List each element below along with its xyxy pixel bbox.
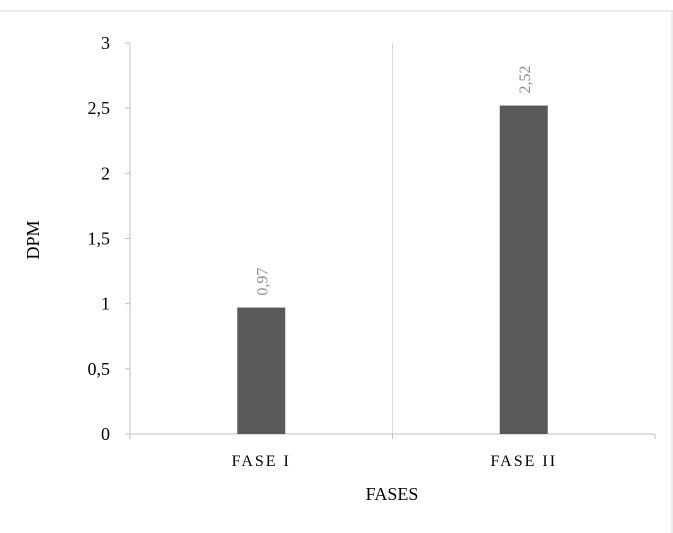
x-tick-label: FASE I — [232, 453, 291, 470]
y-tick-label: 2 — [101, 163, 110, 183]
bar — [237, 307, 286, 434]
bar-layer — [237, 105, 548, 434]
y-tick-label: 3 — [101, 33, 110, 53]
y-axis-title: DPM — [23, 220, 43, 259]
axis-layer: 0 0,5 1 1,5 2 2,5 3 — [88, 33, 656, 444]
bar — [499, 105, 548, 434]
data-label: 2,52 — [517, 66, 534, 94]
x-tick-label: FASE II — [490, 453, 557, 470]
label-layer: FASE I 0,97 FASE II 2,52 — [232, 66, 557, 470]
data-label: 0,97 — [254, 268, 271, 296]
y-tick-label: 0 — [101, 424, 110, 444]
y-tick-label: 2,5 — [88, 98, 111, 118]
y-tick-label: 1,5 — [88, 229, 111, 249]
x-axis-title: FASES — [366, 484, 419, 504]
y-tick-label: 1 — [101, 294, 110, 314]
y-tick-label: 0,5 — [88, 359, 111, 379]
